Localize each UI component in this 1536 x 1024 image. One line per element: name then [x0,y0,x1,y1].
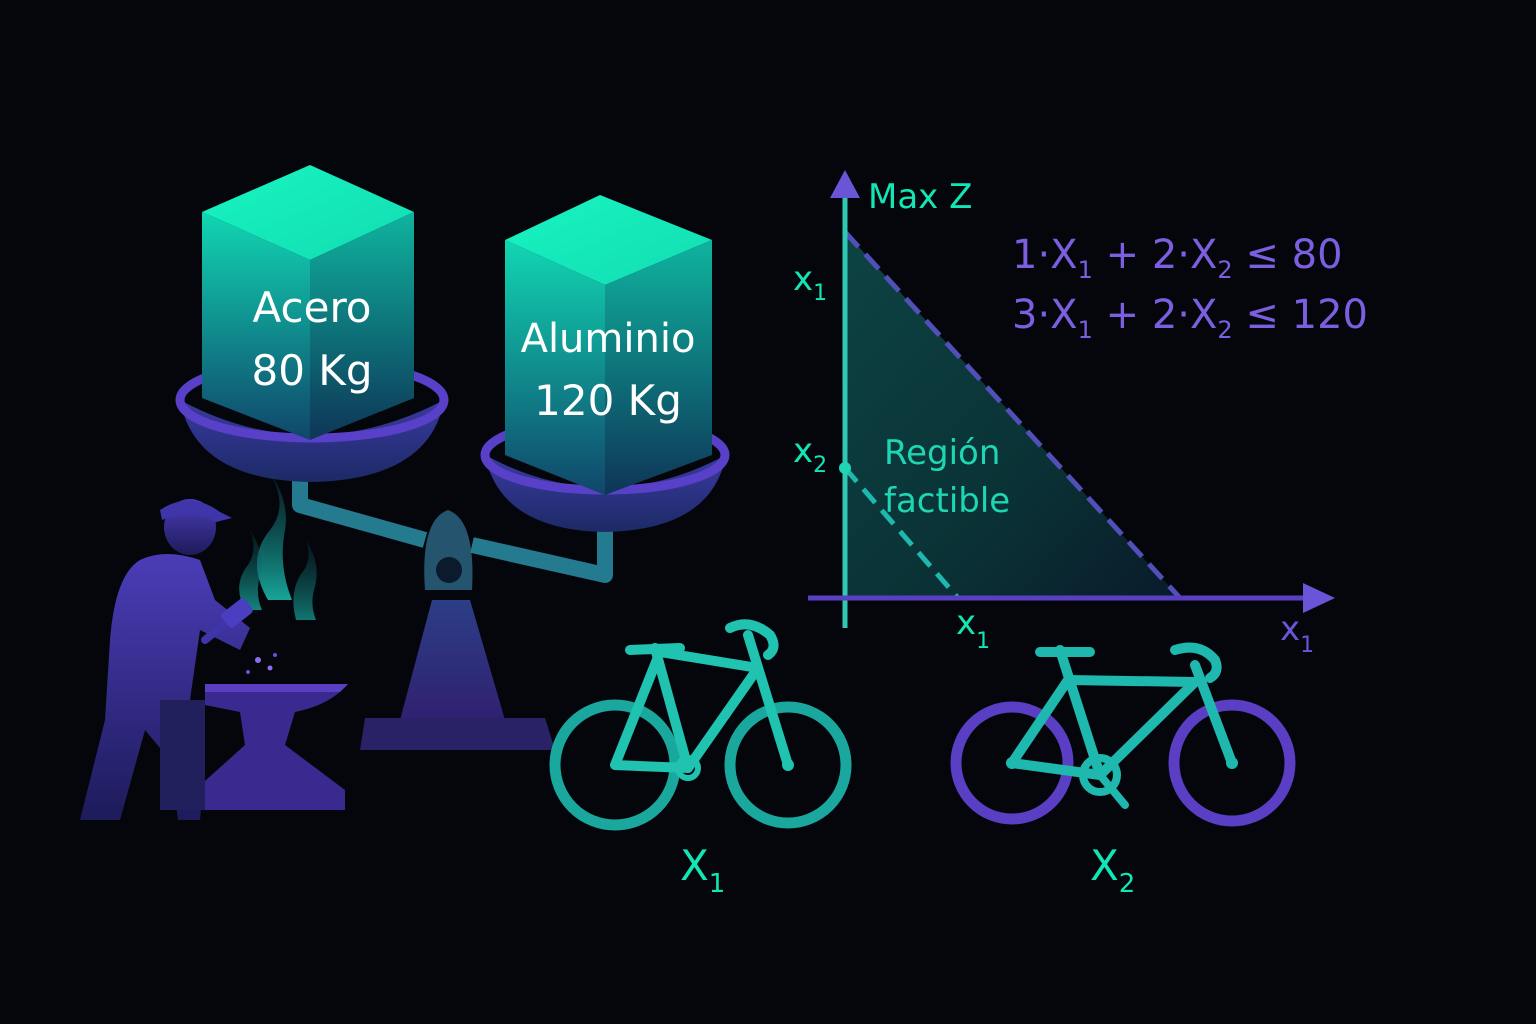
steel-block-weight: 80 Kg [252,346,373,395]
constraint-line-1 [843,230,1182,600]
steel-block [202,165,414,440]
intercept-point [839,462,851,474]
region-label-line2: factible [884,481,1010,521]
constraint-2: 3·X1 + 2·X2 ≤ 120 [1012,292,1368,344]
steel-block-name: Acero [253,283,372,332]
x-axis-label-end: x1 [1280,609,1314,658]
bike1-label: X1 [680,841,725,899]
y-axis-arrow [830,170,860,198]
bicycle-icon [950,642,1296,827]
anvil-icon [160,684,348,810]
aluminum-block [505,195,712,495]
constraint-1: 1·X1 + 2·X2 ≤ 80 [1012,232,1343,284]
blacksmith-icon [80,470,317,820]
region-label-line1: Región [884,433,1000,473]
objective-label: Max Z [868,177,972,217]
aluminum-block-name: Aluminio [521,316,696,362]
y-axis-label-mid: x2 [793,431,827,478]
bike2-label: X2 [1090,841,1135,899]
aluminum-block-weight: 120 Kg [534,376,682,425]
bicycle-icon [549,619,852,831]
constraints: 1·X1 + 2·X2 ≤ 80 3·X1 + 2·X2 ≤ 120 [1012,232,1368,344]
constraint-line-2 [843,466,960,600]
x-axis-label-mid: x1 [956,603,990,654]
feasibility-graph: Max Z x1 x2 x1 x1 Región factible [793,170,1335,658]
x-axis-arrow [1303,583,1335,613]
y-axis-label-top: x1 [793,259,827,306]
